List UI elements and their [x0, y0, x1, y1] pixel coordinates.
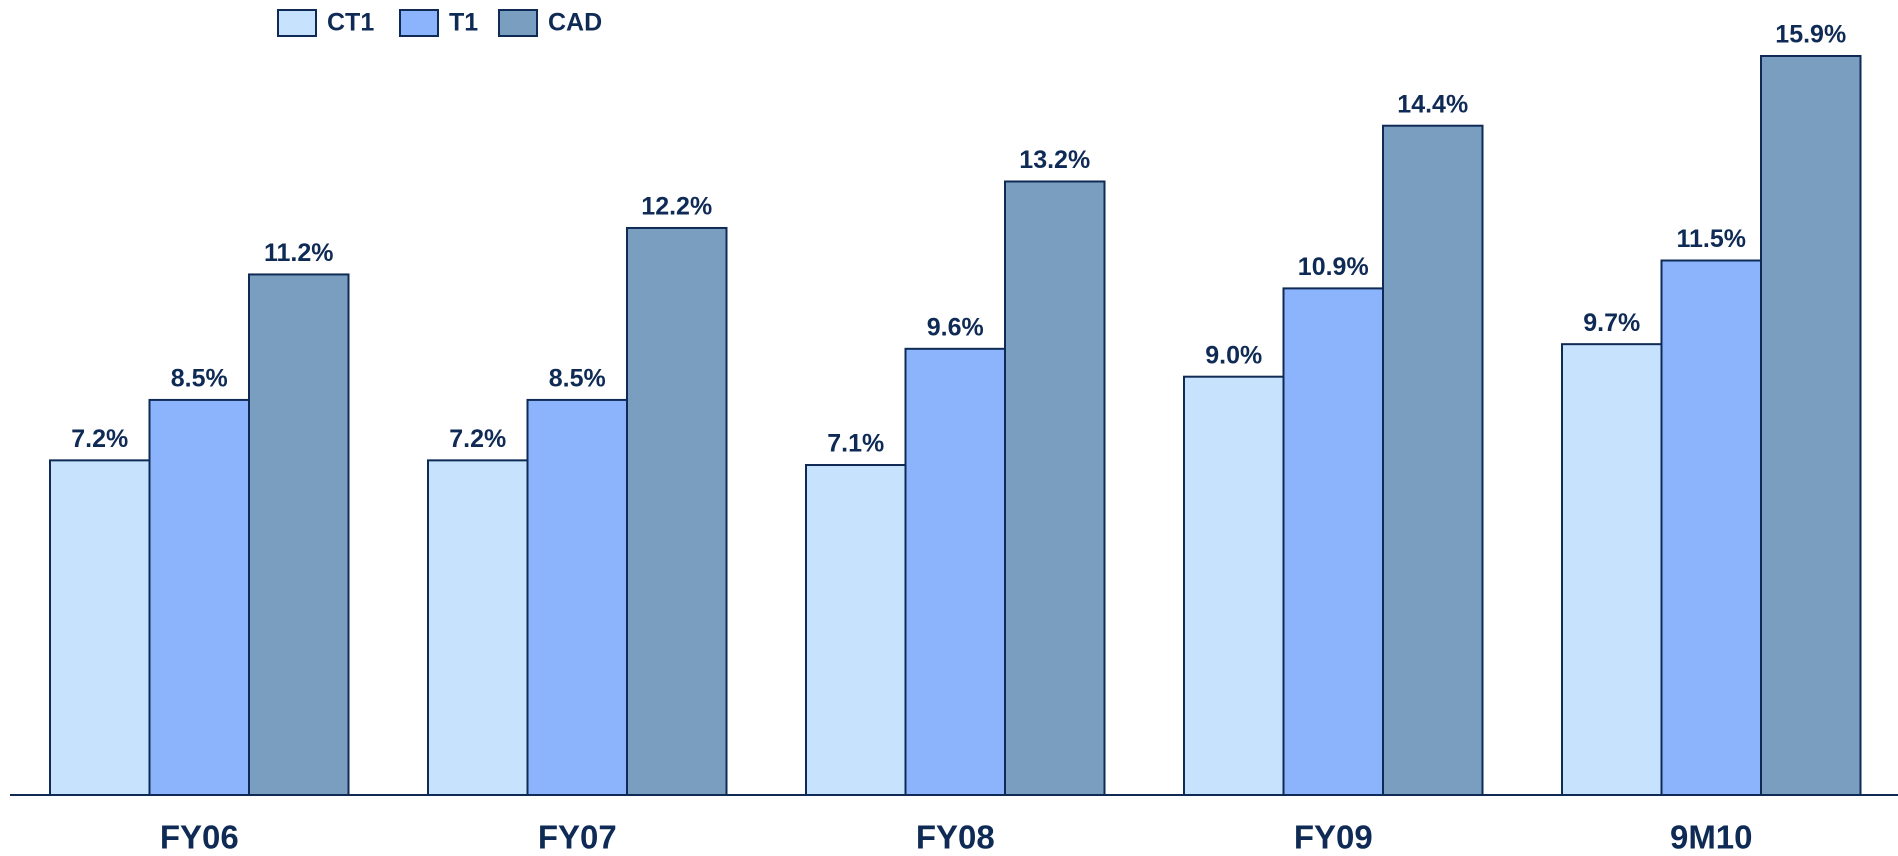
bar	[1660, 259, 1762, 796]
bar	[1004, 180, 1106, 797]
bar	[904, 347, 1006, 796]
value-label: 9.7%	[1583, 309, 1640, 337]
legend-swatch	[399, 9, 439, 37]
value-label: 8.5%	[549, 365, 606, 393]
bar	[1183, 375, 1285, 796]
x-tick-label: 9M10	[1670, 819, 1753, 856]
value-label: 7.1%	[827, 430, 884, 458]
bar	[805, 464, 907, 796]
value-label: 13.2%	[1019, 146, 1090, 174]
value-label: 11.5%	[1676, 225, 1746, 253]
bar	[148, 398, 250, 796]
bar	[49, 459, 151, 796]
legend-label: CAD	[548, 9, 602, 37]
legend-label: CT1	[327, 9, 374, 37]
x-tick-label: FY06	[160, 819, 239, 856]
value-label: 15.9%	[1775, 21, 1846, 49]
legend-swatch	[277, 9, 317, 37]
value-label: 8.5%	[171, 365, 228, 393]
value-label: 7.2%	[449, 425, 506, 453]
value-label: 9.0%	[1205, 341, 1262, 369]
value-label: 7.2%	[71, 425, 128, 453]
bar	[1282, 287, 1384, 796]
legend-label: T1	[449, 9, 478, 37]
bar	[626, 226, 728, 796]
value-label: 10.9%	[1298, 253, 1369, 281]
legend-swatch	[498, 9, 538, 37]
value-label: 9.6%	[927, 313, 984, 341]
bar	[427, 459, 529, 796]
x-tick-label: FY07	[538, 819, 617, 856]
bar	[1382, 124, 1484, 796]
bar	[1760, 55, 1862, 796]
value-label: 11.2%	[264, 239, 334, 267]
value-label: 14.4%	[1397, 90, 1468, 118]
bar	[248, 273, 350, 796]
value-label: 12.2%	[641, 193, 712, 221]
bar	[1561, 343, 1663, 796]
x-tick-label: FY09	[1294, 819, 1373, 856]
bar	[526, 398, 628, 796]
x-tick-label: FY08	[916, 819, 995, 856]
